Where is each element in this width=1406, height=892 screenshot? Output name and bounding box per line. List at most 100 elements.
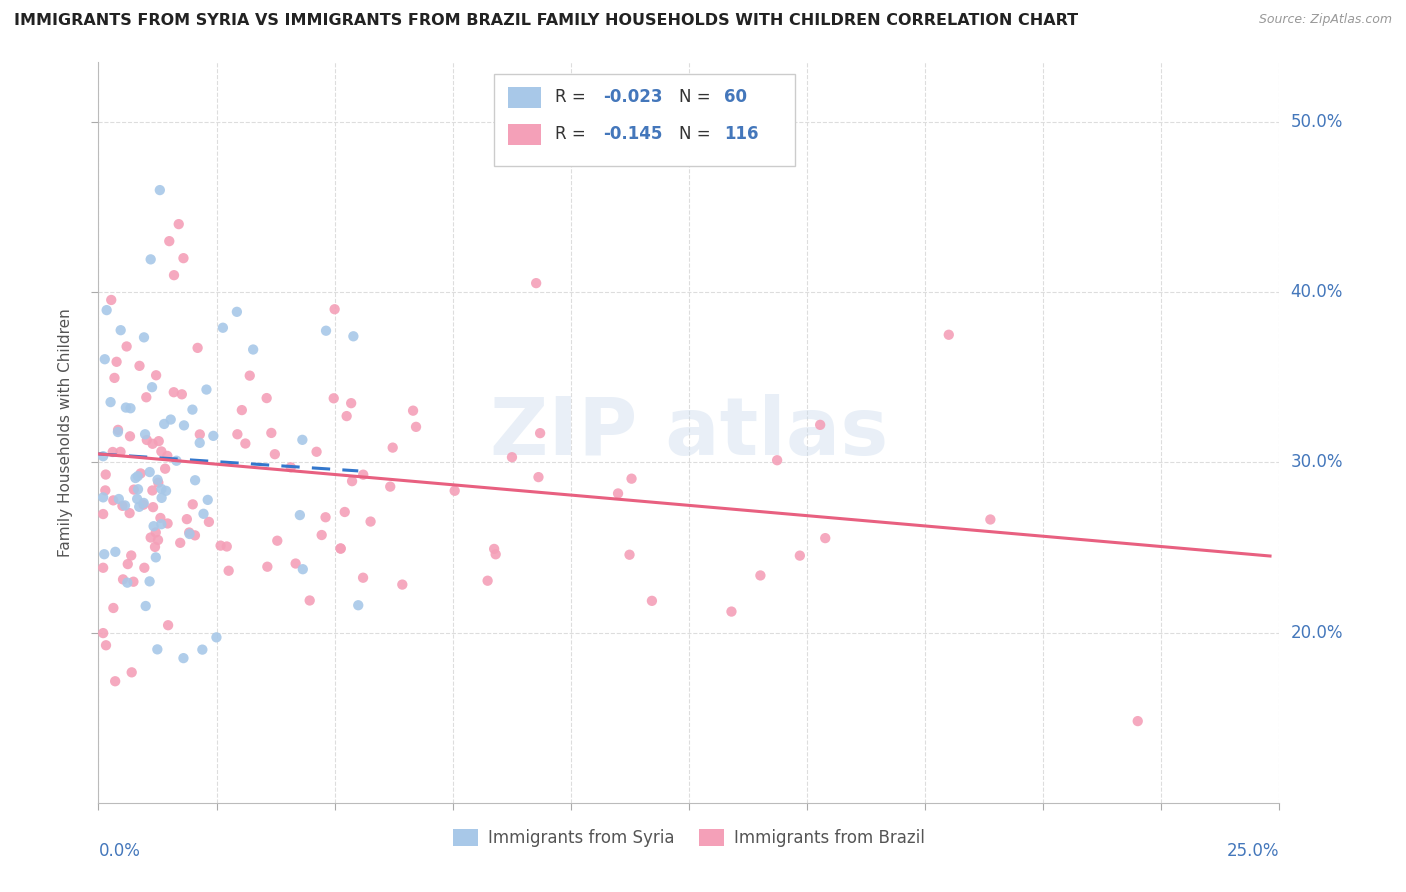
Point — [187, 341, 209, 355]
Point — [129, 467, 152, 481]
Point — [139, 252, 162, 267]
Point — [360, 515, 382, 529]
Point — [322, 392, 344, 406]
Point — [256, 559, 278, 574]
Point — [145, 550, 167, 565]
Point — [100, 395, 122, 409]
Point — [155, 483, 177, 498]
Point — [188, 427, 211, 442]
Point — [91, 491, 114, 505]
FancyBboxPatch shape — [508, 87, 541, 108]
Point — [100, 293, 122, 307]
Point — [179, 527, 201, 541]
Point — [607, 486, 630, 500]
Point — [118, 506, 141, 520]
Point — [235, 436, 257, 450]
Point — [146, 473, 169, 487]
Point — [482, 541, 505, 556]
Text: 30.0%: 30.0% — [1291, 453, 1343, 471]
Point — [91, 561, 114, 575]
Point — [143, 540, 166, 554]
Point — [104, 674, 127, 689]
Point — [103, 493, 125, 508]
Point — [138, 574, 160, 589]
Point — [205, 631, 228, 645]
Point — [127, 469, 149, 483]
Point — [107, 423, 129, 437]
Point — [184, 473, 207, 487]
Point — [127, 491, 149, 506]
Point — [153, 417, 176, 431]
Text: R =: R = — [555, 125, 592, 144]
Point — [231, 403, 253, 417]
Point — [127, 483, 149, 497]
Point — [176, 512, 198, 526]
Point — [195, 383, 218, 397]
Point — [789, 549, 811, 563]
Point — [146, 642, 169, 657]
Point — [284, 557, 307, 571]
Point — [381, 441, 404, 455]
Point — [239, 368, 262, 383]
Point — [132, 498, 155, 512]
Point — [150, 491, 173, 505]
Point — [218, 564, 240, 578]
Legend: Immigrants from Syria, Immigrants from Brazil: Immigrants from Syria, Immigrants from B… — [446, 822, 932, 854]
Point — [529, 426, 551, 441]
Point — [260, 425, 283, 440]
Text: N =: N = — [679, 88, 717, 106]
Point — [110, 445, 132, 459]
Point — [1126, 714, 1149, 728]
Point — [115, 339, 138, 353]
Point — [619, 548, 641, 562]
Point — [172, 251, 194, 265]
Point — [134, 561, 156, 575]
Point — [336, 409, 359, 423]
Point — [215, 540, 238, 554]
Point — [291, 433, 314, 447]
Point — [91, 449, 114, 463]
Text: R =: R = — [555, 88, 592, 106]
Point — [117, 575, 139, 590]
Point — [170, 387, 193, 401]
Point — [311, 528, 333, 542]
Text: Source: ZipAtlas.com: Source: ZipAtlas.com — [1258, 13, 1392, 27]
Point — [128, 500, 150, 514]
Point — [181, 497, 204, 511]
Point — [141, 380, 163, 394]
Point — [501, 450, 523, 465]
Point — [979, 512, 1001, 526]
Point — [156, 516, 179, 531]
Point — [122, 483, 145, 497]
Point — [101, 445, 124, 459]
Point — [209, 539, 232, 553]
Y-axis label: Family Households with Children: Family Households with Children — [58, 309, 73, 557]
Point — [443, 483, 465, 498]
Text: 60: 60 — [724, 88, 748, 106]
Point — [91, 626, 114, 640]
Point — [142, 437, 165, 451]
Point — [120, 549, 142, 563]
Point — [94, 467, 117, 482]
Point — [477, 574, 499, 588]
Point — [135, 390, 157, 404]
Text: -0.023: -0.023 — [603, 88, 662, 106]
Text: 0.0%: 0.0% — [98, 842, 141, 860]
Point — [333, 505, 356, 519]
Point — [139, 531, 162, 545]
Point — [111, 499, 134, 513]
Point — [110, 323, 132, 337]
Point — [188, 435, 211, 450]
Point — [153, 461, 176, 475]
Point — [104, 545, 127, 559]
Point — [114, 499, 136, 513]
Point — [157, 618, 180, 632]
Point — [149, 183, 172, 197]
Point — [134, 427, 156, 442]
Point — [91, 507, 114, 521]
Point — [122, 574, 145, 589]
Text: 20.0%: 20.0% — [1291, 624, 1343, 641]
Point — [340, 396, 363, 410]
Point — [184, 528, 207, 542]
Point — [141, 483, 163, 498]
